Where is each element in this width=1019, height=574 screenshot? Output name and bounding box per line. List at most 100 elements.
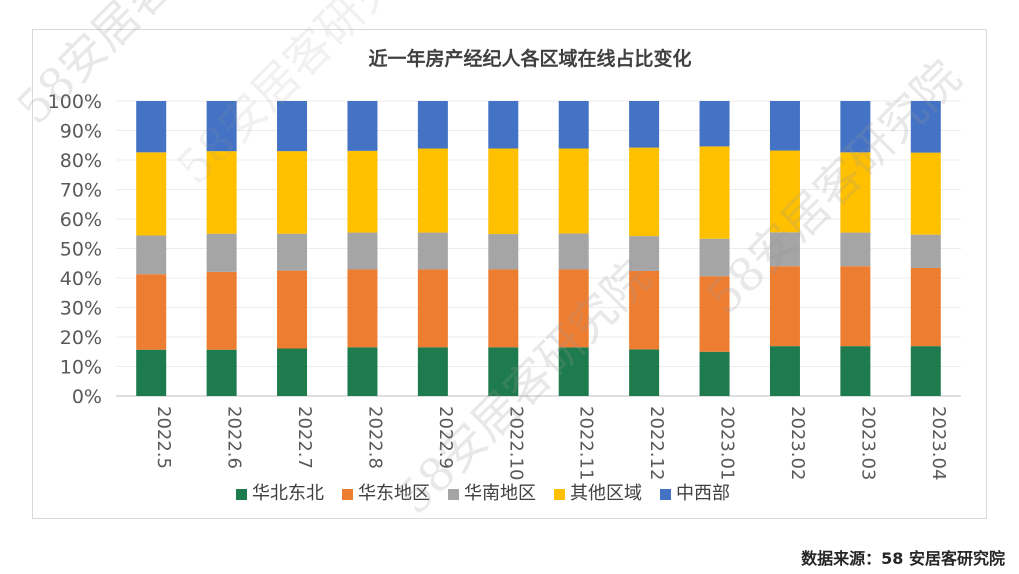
- bar-segment: [558, 233, 589, 270]
- bar-segment: [558, 148, 589, 234]
- legend-item: 华北东北: [236, 483, 324, 504]
- bar-segment: [910, 346, 941, 396]
- legend-item: 其他区域: [554, 483, 642, 504]
- bar-segment: [910, 152, 941, 235]
- bar-segment: [840, 346, 871, 396]
- bar-segment: [629, 147, 660, 237]
- bar-segment: [417, 148, 448, 233]
- bar-segment: [206, 233, 237, 272]
- bar-segment: [277, 151, 308, 234]
- legend-item: 华南地区: [448, 483, 536, 504]
- bar-segment: [629, 349, 660, 396]
- y-axis-labels: 0% 10% 20% 30% 40% 50% 60% 70% 80% 90% 100%: [48, 91, 102, 408]
- source-label: 数据来源：: [801, 549, 882, 568]
- bar-segment: [347, 150, 378, 233]
- bar-segment: [699, 351, 730, 396]
- bar-segment: [840, 232, 871, 267]
- y-tick-label: 10%: [60, 357, 102, 379]
- legend-swatch: [342, 489, 353, 500]
- legend-swatch: [554, 489, 565, 500]
- legend: 华北东北 华东地区 华南地区 其他区域 中西部: [236, 483, 730, 504]
- bar-segment: [840, 152, 871, 233]
- y-tick-label: 90%: [60, 121, 102, 143]
- x-tick-label: 2022.10: [505, 406, 526, 480]
- gridlines: [116, 100, 961, 397]
- x-tick-label: 2022.6: [224, 406, 245, 469]
- bar-segment: [206, 349, 237, 396]
- bar-segment: [769, 150, 800, 233]
- x-tick-label: 2023.02: [787, 406, 808, 480]
- x-tick-label: 2022.8: [364, 406, 385, 469]
- y-tick-label: 30%: [60, 298, 102, 320]
- legend-swatch: [660, 489, 671, 500]
- x-tick-label: 2023.04: [928, 406, 949, 480]
- bar-segment: [136, 101, 167, 153]
- bar-segment: [699, 238, 730, 277]
- bar-segment: [488, 269, 519, 348]
- bar-segment: [136, 274, 167, 350]
- bar-segment: [910, 234, 941, 268]
- bar-segment: [417, 101, 448, 149]
- bar-segment: [699, 146, 730, 239]
- y-tick-label: 50%: [60, 239, 102, 261]
- bar-segment: [347, 347, 378, 396]
- bar-segment: [347, 269, 378, 348]
- legend-item: 中西部: [660, 483, 730, 504]
- y-tick-label: 70%: [60, 180, 102, 202]
- x-tick-label: 2022.7: [294, 406, 315, 469]
- bar-segment: [277, 348, 308, 396]
- bar-segment: [136, 235, 167, 275]
- x-axis-labels: 2022.5 2022.6 2022.7 2022.8 2022.9 2022.10 202…: [153, 406, 949, 480]
- bar-segment: [558, 101, 589, 149]
- bar-segment: [910, 101, 941, 153]
- chart-title: 近一年房产经纪人各区域在线占比变化: [368, 47, 691, 70]
- y-tick-label: 20%: [60, 327, 102, 349]
- legend-item: 华东地区: [342, 483, 430, 504]
- y-tick-label: 40%: [60, 268, 102, 290]
- bar-segment: [277, 233, 308, 271]
- legend-swatch: [448, 489, 459, 500]
- x-tick-label: 2022.11: [576, 406, 597, 480]
- bar-segment: [558, 269, 589, 348]
- legend-label: 华北东北: [252, 483, 324, 504]
- bar-segment: [488, 148, 519, 235]
- x-tick-label: 2022.9: [435, 406, 456, 469]
- bar-segment: [488, 234, 519, 270]
- x-tick-label: 2023.01: [717, 406, 738, 480]
- bar-segment: [206, 271, 237, 350]
- x-tick-label: 2022.5: [153, 406, 174, 469]
- bar-segment: [277, 270, 308, 349]
- bar-segment: [910, 267, 941, 347]
- bar-segment: [629, 236, 660, 271]
- bar-segment: [488, 347, 519, 396]
- bar-segment: [417, 347, 448, 396]
- y-tick-label: 80%: [60, 150, 102, 172]
- bar-segment: [206, 101, 237, 152]
- bar-segment: [769, 101, 800, 151]
- bar-segment: [347, 232, 378, 270]
- stacked-bar-chart: 近一年房产经纪人各区域在线占比变化 0% 10% 20% 30% 40% 50% 60% 70…: [48, 47, 961, 504]
- bar-segment: [417, 232, 448, 270]
- legend-label: 华东地区: [358, 483, 430, 504]
- bar-segment: [206, 151, 237, 234]
- bar-segment: [769, 346, 800, 396]
- bar-segment: [488, 101, 519, 149]
- y-tick-label: 60%: [60, 209, 102, 231]
- bar-segment: [769, 232, 800, 267]
- bar-segment: [277, 101, 308, 152]
- y-tick-label: 100%: [48, 91, 102, 113]
- bar-segment: [347, 101, 378, 151]
- legend-label: 华南地区: [464, 483, 536, 504]
- y-tick-label: 0%: [72, 386, 102, 408]
- bar-segment: [840, 266, 871, 347]
- bar-segment: [136, 152, 167, 236]
- bar-segment: [558, 347, 589, 396]
- x-tick-label: 2022.12: [646, 406, 667, 480]
- source-value: 58 安居客研究院: [881, 549, 1005, 568]
- bar-segment: [699, 276, 730, 352]
- bar-segment: [699, 101, 730, 147]
- bar-segment: [769, 266, 800, 347]
- bar-segment: [417, 269, 448, 348]
- legend-label: 中西部: [676, 483, 730, 504]
- bar-segment: [136, 349, 167, 396]
